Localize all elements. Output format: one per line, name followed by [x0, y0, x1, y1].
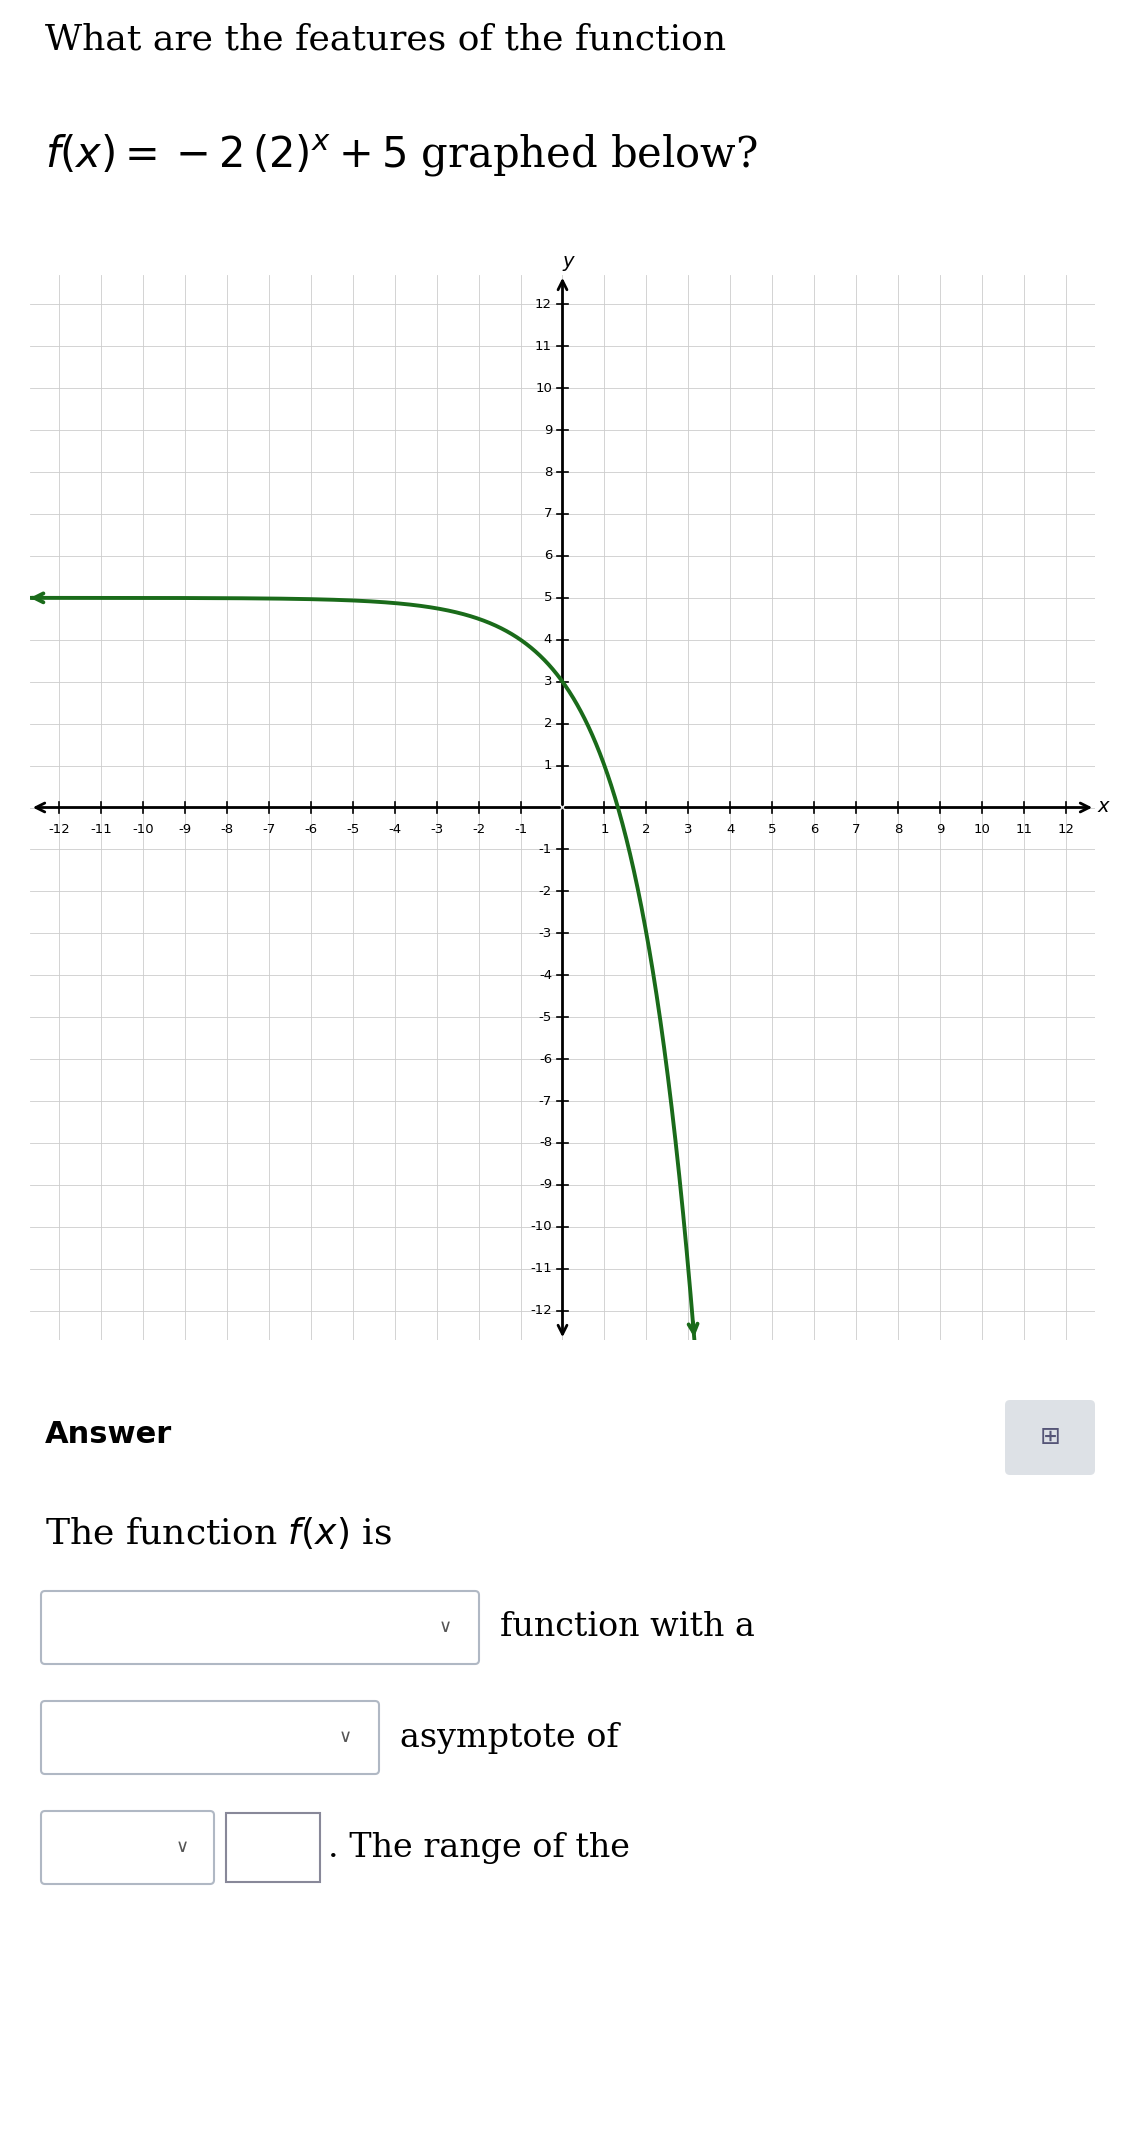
Text: Answer: Answer — [45, 1420, 172, 1448]
Text: -3: -3 — [539, 927, 552, 940]
Text: 5: 5 — [768, 824, 776, 837]
Text: 11: 11 — [536, 340, 552, 352]
Text: 6: 6 — [810, 824, 818, 837]
Text: -6: -6 — [539, 1053, 552, 1066]
Text: 7: 7 — [543, 508, 552, 521]
FancyBboxPatch shape — [226, 1813, 319, 1882]
Text: 2: 2 — [543, 718, 552, 731]
Text: -10: -10 — [133, 824, 154, 837]
FancyBboxPatch shape — [1005, 1399, 1095, 1476]
Text: -3: -3 — [430, 824, 443, 837]
Text: 9: 9 — [543, 423, 552, 436]
Text: -11: -11 — [90, 824, 112, 837]
Text: 9: 9 — [936, 824, 944, 837]
Text: -4: -4 — [539, 970, 552, 983]
Text: 4: 4 — [543, 632, 552, 647]
Text: -7: -7 — [539, 1094, 552, 1106]
FancyBboxPatch shape — [40, 1811, 214, 1884]
Text: ∨: ∨ — [439, 1619, 451, 1636]
Text: 1: 1 — [600, 824, 609, 837]
Text: -12: -12 — [48, 824, 70, 837]
Text: 1: 1 — [543, 758, 552, 771]
FancyBboxPatch shape — [40, 1700, 379, 1775]
Text: ⊞: ⊞ — [1040, 1425, 1061, 1450]
Text: 8: 8 — [543, 466, 552, 478]
Text: 6: 6 — [543, 549, 552, 562]
Text: ∨: ∨ — [339, 1728, 351, 1747]
Text: -6: -6 — [305, 824, 317, 837]
Text: What are the features of the function: What are the features of the function — [45, 21, 726, 56]
Text: -4: -4 — [388, 824, 402, 837]
FancyBboxPatch shape — [40, 1591, 479, 1664]
Text: 11: 11 — [1015, 824, 1033, 837]
Text: -2: -2 — [472, 824, 485, 837]
Text: -12: -12 — [530, 1305, 552, 1318]
Text: -9: -9 — [179, 824, 191, 837]
Text: -2: -2 — [539, 884, 552, 897]
Text: ∨: ∨ — [176, 1839, 189, 1856]
Text: $f(x) = -2\,(2)^{x} + 5$ graphed below?: $f(x) = -2\,(2)^{x} + 5$ graphed below? — [45, 132, 758, 177]
Text: 2: 2 — [642, 824, 650, 837]
Text: function with a: function with a — [500, 1611, 755, 1643]
Text: -9: -9 — [539, 1179, 552, 1192]
Text: 4: 4 — [726, 824, 735, 837]
Text: -5: -5 — [539, 1010, 552, 1023]
Text: 5: 5 — [543, 592, 552, 604]
Text: -8: -8 — [220, 824, 234, 837]
Text: 8: 8 — [893, 824, 902, 837]
Text: asymptote of: asymptote of — [400, 1722, 619, 1754]
Text: -5: -5 — [346, 824, 360, 837]
Text: -1: -1 — [514, 824, 528, 837]
Text: -10: -10 — [530, 1220, 552, 1232]
Text: 10: 10 — [973, 824, 990, 837]
Text: $x$: $x$ — [1097, 799, 1112, 816]
Text: -8: -8 — [539, 1136, 552, 1149]
Text: -7: -7 — [262, 824, 276, 837]
Text: -11: -11 — [530, 1262, 552, 1275]
Text: 3: 3 — [684, 824, 693, 837]
Text: 12: 12 — [536, 297, 552, 312]
Text: 7: 7 — [852, 824, 861, 837]
Text: The function $f(x)$ is: The function $f(x)$ is — [45, 1514, 392, 1551]
Text: $y$: $y$ — [561, 254, 576, 273]
Text: 3: 3 — [543, 675, 552, 688]
Text: . The range of the: . The range of the — [328, 1831, 630, 1863]
Text: 12: 12 — [1058, 824, 1074, 837]
Text: -1: -1 — [539, 844, 552, 857]
Text: 10: 10 — [536, 382, 552, 395]
